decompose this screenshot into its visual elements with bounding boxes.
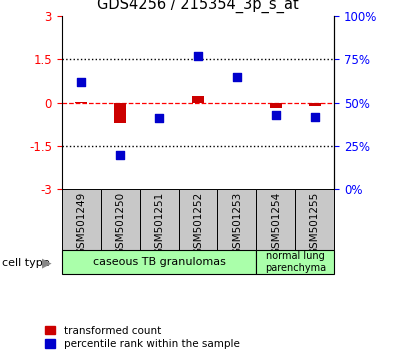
Legend: transformed count, percentile rank within the sample: transformed count, percentile rank withi… — [45, 326, 240, 349]
Bar — [256, 189, 295, 250]
Text: GSM501249: GSM501249 — [76, 192, 86, 255]
Bar — [256, 250, 334, 274]
Point — [78, 79, 84, 85]
Bar — [114, 103, 126, 124]
Bar — [295, 189, 334, 250]
Point — [273, 112, 279, 118]
Bar — [140, 189, 179, 250]
Text: cell type: cell type — [2, 258, 50, 268]
Text: GSM501250: GSM501250 — [115, 192, 125, 255]
Bar — [62, 250, 256, 274]
Text: GSM501254: GSM501254 — [271, 192, 281, 255]
Point — [312, 114, 318, 119]
Bar — [75, 102, 87, 103]
Bar — [192, 96, 204, 103]
Bar — [62, 189, 101, 250]
Bar — [179, 189, 217, 250]
Text: GSM501255: GSM501255 — [310, 192, 320, 255]
Point — [195, 53, 201, 59]
Text: caseous TB granulomas: caseous TB granulomas — [93, 257, 226, 267]
Bar — [270, 103, 282, 108]
Point — [156, 115, 162, 121]
Point — [117, 152, 123, 158]
Text: GSM501251: GSM501251 — [154, 192, 164, 255]
Bar — [309, 103, 321, 106]
Text: GSM501253: GSM501253 — [232, 192, 242, 255]
Text: GSM501252: GSM501252 — [193, 192, 203, 255]
Bar — [217, 189, 256, 250]
Title: GDS4256 / 215354_3p_s_at: GDS4256 / 215354_3p_s_at — [97, 0, 299, 13]
Text: ▶: ▶ — [42, 256, 52, 269]
Point — [234, 74, 240, 79]
Text: normal lung
parenchyma: normal lung parenchyma — [265, 251, 326, 273]
Bar — [101, 189, 140, 250]
